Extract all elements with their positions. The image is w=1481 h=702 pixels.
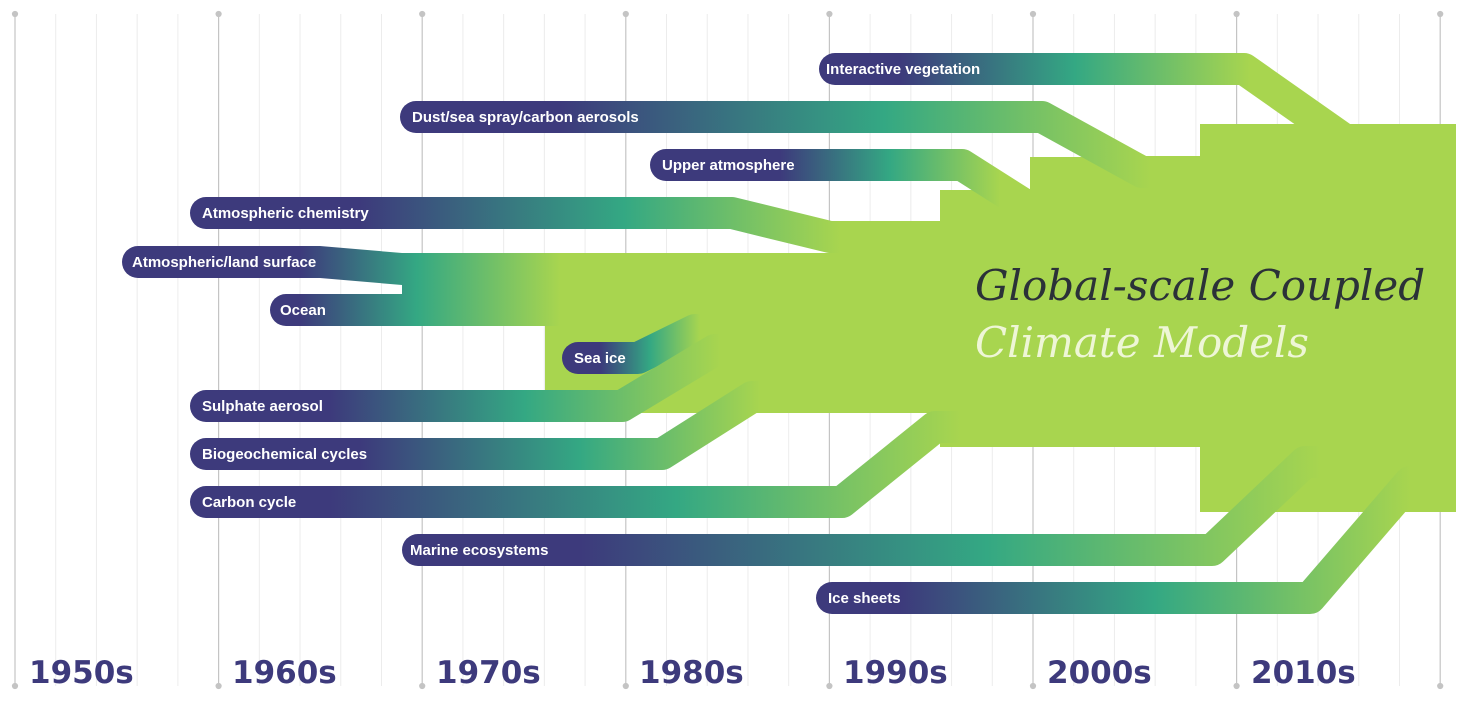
cap-ocean	[270, 294, 302, 326]
gridline-bottom-dot	[622, 682, 629, 690]
track-label-sulphate-aerosol: Sulphate aerosol	[202, 398, 323, 415]
track-label-biogeochemical-cycles: Biogeochemical cycles	[202, 446, 367, 463]
stream-biogeochemical-cycles	[206, 381, 800, 470]
gridline-bottom-dot	[215, 682, 222, 690]
stream-sulphate-aerosol	[206, 334, 790, 422]
gridline-bottom-dot	[11, 682, 19, 690]
track-labels: Interactive vegetation Dust/sea spray/ca…	[132, 61, 980, 607]
track-label-ocean: Ocean	[280, 302, 326, 319]
diagram-title-line-1: Global-scale Coupled	[975, 261, 1425, 310]
gridline-bottom-dot	[1233, 682, 1240, 690]
decade-label-2010s: 2010s	[1251, 655, 1356, 691]
gridline-bottom-dot	[826, 682, 833, 690]
gridline-top-dot	[1029, 10, 1037, 18]
decade-label-1960s: 1960s	[232, 655, 337, 691]
cap-atmospheric-land	[122, 246, 154, 278]
track-label-upper-atmosphere: Upper atmosphere	[662, 157, 795, 174]
gridline-top-dot	[419, 10, 426, 18]
diagram-title-line-2: Climate Models	[975, 318, 1309, 367]
stream-ice-sheets	[832, 466, 1456, 614]
stream-atmospheric-land-ocean	[138, 246, 560, 326]
track-label-atmospheric-chemistry: Atmospheric chemistry	[202, 205, 369, 222]
track-label-carbon-cycle: Carbon cycle	[202, 494, 296, 511]
gridline-top-dot	[622, 10, 629, 18]
stream-dust-aerosols	[416, 101, 1215, 188]
cap-ice-sheets	[816, 582, 848, 614]
decade-label-2000s: 2000s	[1047, 655, 1152, 691]
stream-sea-ice	[578, 314, 730, 374]
cap-carbon-cycle	[190, 486, 222, 518]
decade-axis: 1950s 1960s 1970s 1980s 1990s 2000s 2010…	[29, 655, 1356, 691]
cap-atmospheric-chemistry	[190, 197, 222, 229]
track-label-marine-ecosystems: Marine ecosystems	[410, 542, 548, 559]
cap-sea-ice	[562, 342, 594, 374]
decade-label-1980s: 1980s	[639, 655, 744, 691]
track-label-caps	[122, 53, 851, 614]
track-label-dust-aerosols: Dust/sea spray/carbon aerosols	[412, 109, 639, 126]
gridline-top-dot	[11, 10, 19, 18]
decade-label-1990s: 1990s	[843, 655, 948, 691]
cap-upper-atmosphere	[650, 149, 682, 181]
gridline-top-dot	[215, 10, 222, 18]
cap-marine-ecosystems	[402, 534, 434, 566]
track-label-ice-sheets: Ice sheets	[828, 590, 901, 607]
decade-label-1950s: 1950s	[29, 655, 134, 691]
gridline-bottom-dot	[419, 682, 426, 690]
cap-sulphate-aerosol	[190, 390, 222, 422]
stream-marine-ecosystems	[418, 446, 1400, 566]
cap-dust-aerosols	[400, 101, 432, 133]
track-label-atmospheric-land-surface: Atmospheric/land surface	[132, 254, 316, 271]
stream-carbon-cycle	[206, 411, 1000, 518]
stream-interactive-vegetation	[835, 53, 1440, 156]
cap-biogeochemical-cycles	[190, 438, 222, 470]
gridline-top-dot	[1437, 10, 1444, 18]
gridline-top-dot	[1233, 10, 1240, 18]
stream-atmospheric-chemistry	[206, 197, 960, 253]
track-label-interactive-vegetation: Interactive vegetation	[826, 61, 980, 78]
gridline-top-dot	[826, 10, 833, 18]
track-label-sea-ice: Sea ice	[574, 350, 626, 367]
stream-upper-atmosphere	[666, 149, 1060, 221]
cap-interactive-vegetation	[819, 53, 851, 85]
gridline-bottom-dot	[1437, 682, 1444, 690]
gridline-bottom-dot	[1029, 682, 1037, 690]
decade-label-1970s: 1970s	[436, 655, 541, 691]
